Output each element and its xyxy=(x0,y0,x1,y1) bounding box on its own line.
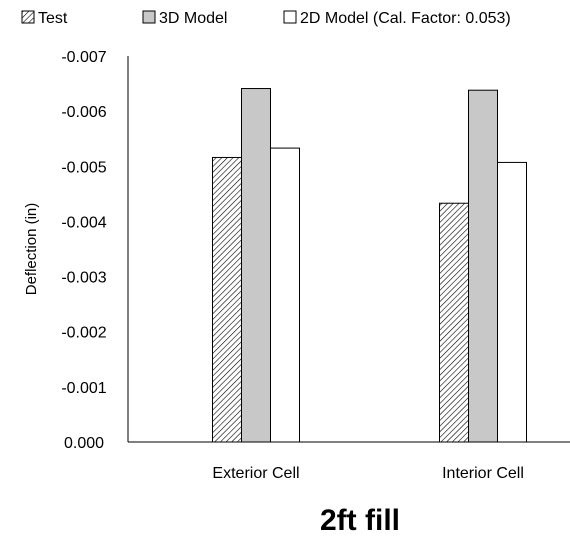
y-tick-labels: 0.000 -0.001 -0.002 -0.003 -0.004 -0.005 -0.00… xyxy=(61,49,106,452)
y-tick-label: -0.007 xyxy=(61,49,106,66)
bar-3d-model-exterior-cell xyxy=(241,88,271,443)
bar-2d-model-cal-factor-0-053-interior-cell xyxy=(497,161,527,443)
legend-label: Test xyxy=(38,10,68,27)
y-tick-label: -0.003 xyxy=(61,270,106,287)
category-label: Interior Cell xyxy=(442,465,524,482)
y-tick-label: 0.000 xyxy=(64,435,104,452)
y-tick-label: -0.004 xyxy=(61,214,106,231)
bar-test-interior-cell xyxy=(439,202,469,443)
category-label: Exterior Cell xyxy=(212,465,299,482)
legend-swatch xyxy=(283,10,297,24)
bar-test-exterior-cell xyxy=(212,156,242,443)
legend-swatch xyxy=(142,10,156,24)
y-tick-label: -0.001 xyxy=(61,380,106,397)
legend-swatch xyxy=(21,10,35,24)
bars xyxy=(212,88,527,443)
y-axis-label: Deflection (in) xyxy=(23,203,40,296)
legend: Test 3D Model 2D Model (Cal. Factor: 0.053… xyxy=(21,10,511,27)
y-tick-label: -0.005 xyxy=(61,159,106,176)
y-tick-label: -0.002 xyxy=(61,325,106,342)
legend-label: 2D Model (Cal. Factor: 0.053) xyxy=(300,10,511,27)
bar-3d-model-interior-cell xyxy=(468,89,498,443)
legend-label: 3D Model xyxy=(159,10,227,27)
category-labels: Exterior Cell Interior Cell xyxy=(212,465,523,482)
bar-2d-model-cal-factor-0-053-exterior-cell xyxy=(270,147,300,443)
y-tick-label: -0.006 xyxy=(61,104,106,121)
chart-title: 2ft fill xyxy=(320,504,400,537)
